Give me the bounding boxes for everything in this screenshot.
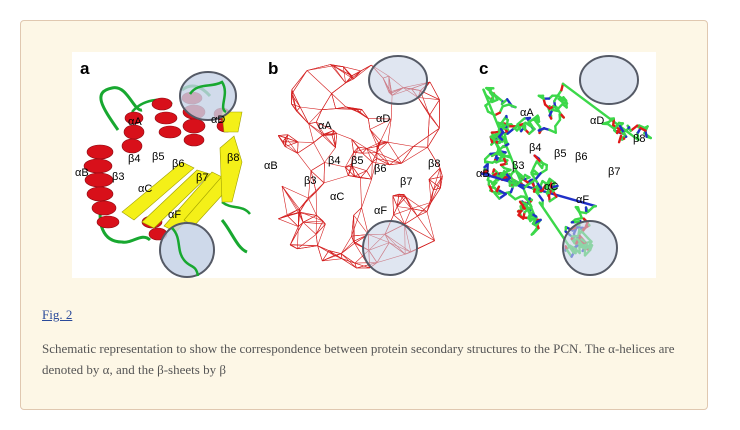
struct-label: β8 xyxy=(227,152,239,164)
struct-label: αB xyxy=(476,168,490,180)
struct-label: β6 xyxy=(374,163,386,175)
panel-b-label: b xyxy=(268,59,278,78)
struct-label: αA xyxy=(128,116,142,128)
struct-label: αB xyxy=(264,160,278,172)
figure-caption: Schematic representation to show the cor… xyxy=(42,341,675,377)
struct-label: αC xyxy=(330,191,344,203)
panel-a: a αA αD αB β4 β5 β6 β8 β3 αC β7 αF xyxy=(75,59,251,278)
panel-b: b αA αD αB β4 β5 β6 β8 β3 β7 αC αF xyxy=(264,55,443,276)
struct-label: β5 xyxy=(351,155,363,167)
struct-label: αF xyxy=(374,205,387,217)
struct-label: β7 xyxy=(196,172,208,184)
struct-label: β3 xyxy=(304,175,316,187)
struct-label: β8 xyxy=(633,133,645,145)
panel-c: c αA αD β8 β4 β5 β6 αB β3 β7 αC αF xyxy=(476,55,652,276)
panel-c-label: c xyxy=(479,59,488,78)
struct-label: β3 xyxy=(112,171,124,183)
figure-image: a αA αD αB β4 β5 β6 β8 β3 αC β7 αF b αA … xyxy=(72,52,656,278)
struct-label: β3 xyxy=(512,160,524,172)
figure-svg: a αA αD αB β4 β5 β6 β8 β3 αC β7 αF b αA … xyxy=(75,55,652,278)
figure-link[interactable]: Fig. 2 xyxy=(42,307,73,322)
panel-a-label: a xyxy=(80,59,90,78)
network-edges xyxy=(277,64,443,269)
struct-label: β6 xyxy=(172,158,184,170)
stick-bonds xyxy=(480,82,652,258)
struct-label: β5 xyxy=(554,148,566,160)
struct-label: αF xyxy=(168,209,181,221)
struct-label: β4 xyxy=(328,155,340,167)
struct-label: αD xyxy=(376,113,390,125)
struct-label: αD xyxy=(590,115,604,127)
struct-label: β7 xyxy=(608,166,620,178)
struct-label: αC xyxy=(138,183,152,195)
struct-label: β5 xyxy=(152,151,164,163)
struct-label: αF xyxy=(576,194,589,206)
struct-label: αB xyxy=(75,167,89,179)
struct-label: β6 xyxy=(575,151,587,163)
struct-label: αA xyxy=(520,107,534,119)
struct-label: αD xyxy=(211,114,225,126)
struct-label: β4 xyxy=(128,153,140,165)
struct-label: β8 xyxy=(428,158,440,170)
struct-label: αA xyxy=(318,120,332,132)
struct-label: β4 xyxy=(529,142,541,154)
struct-label: β7 xyxy=(400,176,412,188)
struct-label: αC xyxy=(544,181,558,193)
